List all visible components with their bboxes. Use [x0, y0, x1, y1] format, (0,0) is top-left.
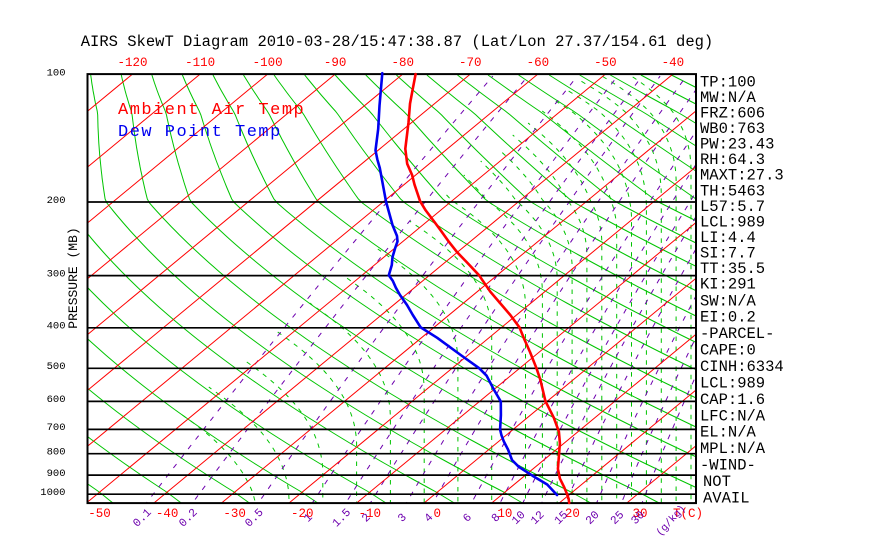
svg-text:-30: -30	[223, 507, 246, 521]
svg-text:EL:N/A: EL:N/A	[700, 424, 757, 442]
svg-text:LCL:989: LCL:989	[700, 374, 765, 392]
svg-text:KI:291: KI:291	[700, 276, 756, 294]
svg-text:-50: -50	[594, 56, 617, 70]
svg-text:RH:64.3: RH:64.3	[700, 151, 765, 169]
svg-text:200: 200	[47, 195, 66, 207]
svg-text:PW:23.43: PW:23.43	[700, 136, 774, 154]
svg-text:-120: -120	[118, 56, 148, 70]
svg-text:-90: -90	[324, 56, 347, 70]
svg-text:20: 20	[565, 507, 580, 521]
svg-text:Ambient Air Temp: Ambient Air Temp	[118, 101, 305, 120]
svg-text:-80: -80	[391, 56, 414, 70]
svg-text:-40: -40	[662, 56, 685, 70]
svg-text:-20: -20	[291, 507, 314, 521]
svg-text:-70: -70	[459, 56, 482, 70]
svg-text:1000: 1000	[40, 487, 65, 499]
svg-text:-40: -40	[156, 507, 179, 521]
svg-text:300: 300	[47, 268, 66, 280]
svg-text:-PARCEL-: -PARCEL-	[700, 325, 774, 343]
svg-text:T(C): T(C)	[673, 507, 703, 521]
svg-text:0: 0	[434, 507, 442, 521]
svg-text:LFC:N/A: LFC:N/A	[700, 407, 766, 425]
svg-text:AVAIL: AVAIL	[703, 489, 750, 507]
svg-text:SI:7.7: SI:7.7	[700, 244, 756, 262]
svg-text:100: 100	[47, 67, 66, 79]
svg-text:-WIND-: -WIND-	[700, 457, 756, 475]
svg-text:MW:N/A: MW:N/A	[700, 89, 757, 107]
svg-text:FRZ:606: FRZ:606	[700, 105, 765, 123]
svg-text:TH:5463: TH:5463	[700, 182, 765, 200]
svg-text:-110: -110	[185, 56, 215, 70]
svg-text:-10: -10	[358, 507, 381, 521]
svg-text:LCL:989: LCL:989	[700, 213, 765, 231]
svg-text:MAXT:27.3: MAXT:27.3	[700, 167, 784, 185]
svg-text:MPL:N/A: MPL:N/A	[700, 440, 766, 458]
svg-text:800: 800	[47, 446, 66, 458]
svg-text:EI:0.2: EI:0.2	[700, 309, 756, 327]
svg-text:CAPE:0: CAPE:0	[700, 342, 756, 360]
svg-text:L57:5.7: L57:5.7	[700, 198, 765, 216]
svg-text:PRESSURE (MB): PRESSURE (MB)	[66, 227, 81, 328]
svg-text:CINH:6334: CINH:6334	[700, 358, 784, 376]
svg-text:WB0:763: WB0:763	[700, 120, 765, 138]
svg-text:-60: -60	[527, 56, 550, 70]
svg-text:900: 900	[47, 468, 66, 480]
svg-text:30: 30	[632, 507, 647, 521]
svg-text:NOT: NOT	[703, 473, 731, 491]
svg-text:-100: -100	[253, 56, 283, 70]
svg-text:400: 400	[47, 321, 66, 333]
svg-text:600: 600	[47, 394, 66, 406]
svg-text:500: 500	[47, 361, 66, 373]
svg-text:TT:35.5: TT:35.5	[700, 260, 765, 278]
svg-text:700: 700	[47, 422, 66, 434]
svg-text:SW:N/A: SW:N/A	[700, 292, 757, 310]
svg-text:Dew Point Temp: Dew Point Temp	[118, 123, 282, 142]
svg-text:TP:100: TP:100	[700, 73, 756, 91]
svg-text:AIRS SkewT Diagram 2010-03-28/: AIRS SkewT Diagram 2010-03-28/15:47:38.8…	[81, 33, 714, 51]
svg-text:10: 10	[497, 507, 512, 521]
svg-text:CAP:1.6: CAP:1.6	[700, 391, 765, 409]
svg-text:LI:4.4: LI:4.4	[700, 229, 756, 247]
svg-text:-50: -50	[88, 507, 111, 521]
